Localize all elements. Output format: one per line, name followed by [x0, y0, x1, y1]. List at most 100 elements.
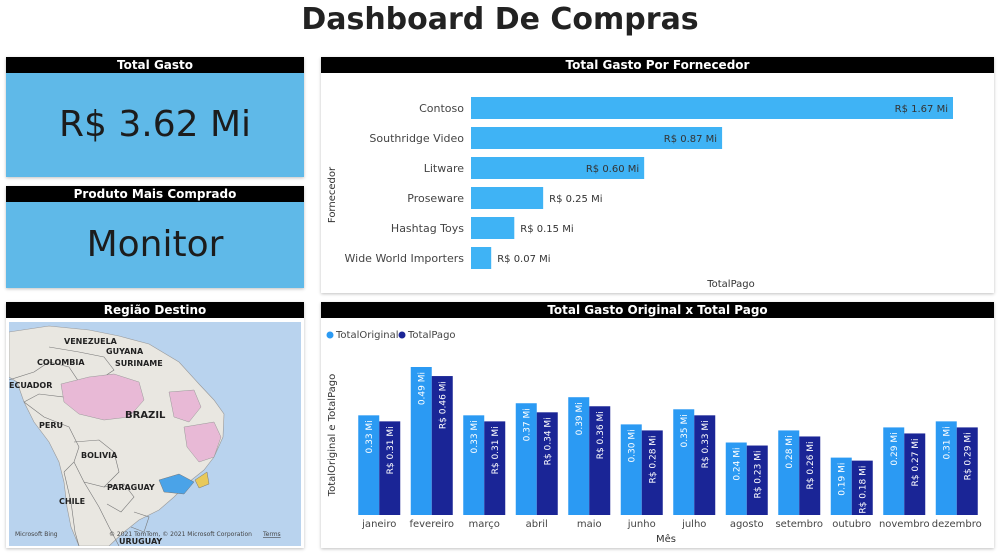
month-tick-label: janeiro: [361, 519, 396, 530]
kpi-total-title: Total Gasto: [6, 57, 304, 73]
original-column[interactable]: [883, 427, 905, 515]
pago-column[interactable]: [536, 412, 558, 515]
legend-original-marker: [326, 331, 334, 339]
kpi-product-title: Produto Mais Comprado: [6, 186, 304, 202]
original-column-label: 0.28 Mi: [785, 435, 795, 468]
supplier-bar[interactable]: [471, 187, 544, 209]
map-region-bahia: [183, 421, 222, 463]
original-column-label: 0.30 Mi: [627, 429, 637, 462]
supplier-bar-label: R$ 0.15 Mi: [520, 224, 573, 235]
map-label-paraguay: PARAGUAY: [107, 483, 155, 492]
supplier-chart-title: Total Gasto Por Fornecedor: [321, 57, 994, 73]
original-column[interactable]: [410, 367, 432, 515]
kpi-total-box: R$ 3.62 Mi: [6, 73, 304, 177]
supplier-category-label: Contoso: [419, 102, 464, 115]
map-border-colombia: [9, 361, 80, 403]
kpi-product-card[interactable]: Produto Mais Comprado Monitor: [6, 186, 304, 288]
original-column-label: 0.33 Mi: [365, 420, 375, 453]
pago-column[interactable]: [904, 433, 926, 515]
map-label-chile: CHILE: [59, 497, 85, 506]
original-column-label: 0.35 Mi: [680, 414, 690, 447]
pago-column-label: R$ 0.36 Mi: [596, 411, 606, 459]
original-column-label: 0.24 Mi: [732, 448, 742, 481]
supplier-bar-label: R$ 1.67 Mi: [895, 104, 948, 115]
pago-column-label: R$ 0.28 Mi: [648, 435, 658, 483]
original-column-label: 0.31 Mi: [942, 426, 952, 459]
original-column-label: 0.33 Mi: [470, 420, 480, 453]
pago-column[interactable]: [851, 460, 873, 515]
map-terms-link[interactable]: Terms: [262, 531, 281, 538]
pago-column[interactable]: [641, 430, 663, 515]
supplier-bar-label: R$ 0.60 Mi: [586, 164, 639, 175]
kpi-total-value: R$ 3.62 Mi: [58, 104, 252, 145]
map-label-colombia: COLOMBIA: [37, 358, 85, 367]
supplier-x-axis-title: TotalPago: [706, 279, 755, 290]
monthly-y-axis-title: TotalOriginal e TotalPago: [327, 374, 338, 498]
original-column[interactable]: [935, 421, 957, 515]
pago-column-label: R$ 0.23 Mi: [753, 451, 763, 499]
original-column-label: 0.19 Mi: [837, 463, 847, 496]
original-column-label: 0.37 Mi: [522, 408, 532, 441]
month-tick-label: maio: [577, 519, 602, 530]
original-column[interactable]: [358, 415, 380, 515]
original-column[interactable]: [673, 409, 695, 515]
original-column[interactable]: [725, 442, 747, 515]
map-region-rj: [194, 471, 210, 489]
pago-column[interactable]: [589, 406, 611, 515]
original-column[interactable]: [568, 397, 590, 515]
monthly-column-chart[interactable]: TotalOriginal TotalPago TotalOriginal e …: [321, 320, 994, 548]
supplier-chart-card[interactable]: Total Gasto Por Fornecedor Fornecedor To…: [321, 57, 994, 293]
original-column[interactable]: [778, 430, 800, 515]
pago-column[interactable]: [431, 376, 453, 515]
supplier-bar[interactable]: [471, 157, 645, 179]
pago-column[interactable]: [956, 427, 978, 515]
pago-column[interactable]: [746, 445, 768, 515]
map-border-peru: [23, 401, 80, 473]
supplier-bar[interactable]: [471, 247, 492, 269]
month-tick-label: fevereiro: [409, 519, 454, 530]
month-tick-label: dezembro: [932, 519, 982, 530]
original-column[interactable]: [830, 457, 852, 515]
original-column[interactable]: [620, 424, 642, 515]
supplier-bar-label: R$ 0.87 Mi: [664, 134, 717, 145]
supplier-category-label: Southridge Video: [369, 132, 464, 145]
supplier-bar-chart[interactable]: Fornecedor TotalPago Contoso R$ 1.67 Mi So…: [321, 75, 994, 293]
original-column[interactable]: [515, 403, 537, 515]
month-tick-label: março: [469, 519, 500, 530]
pago-column[interactable]: [379, 421, 401, 515]
pago-column-label: R$ 0.29 Mi: [963, 432, 973, 480]
supplier-bar[interactable]: [471, 97, 953, 119]
month-tick-label: julho: [681, 519, 706, 530]
supplier-bar[interactable]: [471, 127, 723, 149]
supplier-y-axis-title: Fornecedor: [327, 166, 338, 223]
legend-pago-label: TotalPago: [407, 330, 456, 341]
original-column-label: 0.39 Mi: [575, 402, 585, 435]
map-label-venezuela: VENEZUELA: [64, 337, 118, 346]
monthly-chart-card[interactable]: Total Gasto Original x Total Pago TotalO…: [321, 302, 994, 548]
month-tick-label: outubro: [832, 519, 871, 530]
supplier-bar[interactable]: [471, 217, 515, 239]
map-label-guyana: GUYANA: [106, 347, 144, 356]
kpi-total-card[interactable]: Total Gasto R$ 3.62 Mi: [6, 57, 304, 177]
map-border-uruguay: [130, 511, 150, 533]
supplier-category-label: Litware: [424, 162, 465, 175]
map-border-paraguay: [103, 483, 135, 513]
original-column[interactable]: [463, 415, 485, 515]
map-region-para: [168, 389, 202, 423]
map-label-bolivia: BOLIVIA: [81, 451, 118, 460]
map-label-brazil: BRAZIL: [125, 410, 166, 421]
map-border-argentina: [83, 481, 120, 546]
pago-column-label: R$ 0.46 Mi: [438, 381, 448, 429]
supplier-category-label: Hashtag Toys: [391, 222, 464, 235]
map-region-amazonas: [60, 373, 145, 421]
pago-column[interactable]: [484, 421, 506, 515]
supplier-bar-label: R$ 0.07 Mi: [497, 254, 550, 265]
map-card[interactable]: Região Destino VENEZUELA GUYANA COLOMBIA…: [6, 302, 304, 548]
pago-column-label: R$ 0.34 Mi: [543, 417, 553, 465]
pago-column[interactable]: [694, 415, 716, 515]
legend-pago-marker: [398, 331, 406, 339]
month-tick-label: novembro: [879, 519, 930, 530]
map-logo: Microsoft Bing: [15, 531, 58, 538]
region-map[interactable]: VENEZUELA GUYANA COLOMBIA SURINAME ECUAD…: [9, 322, 301, 546]
pago-column[interactable]: [799, 436, 821, 515]
